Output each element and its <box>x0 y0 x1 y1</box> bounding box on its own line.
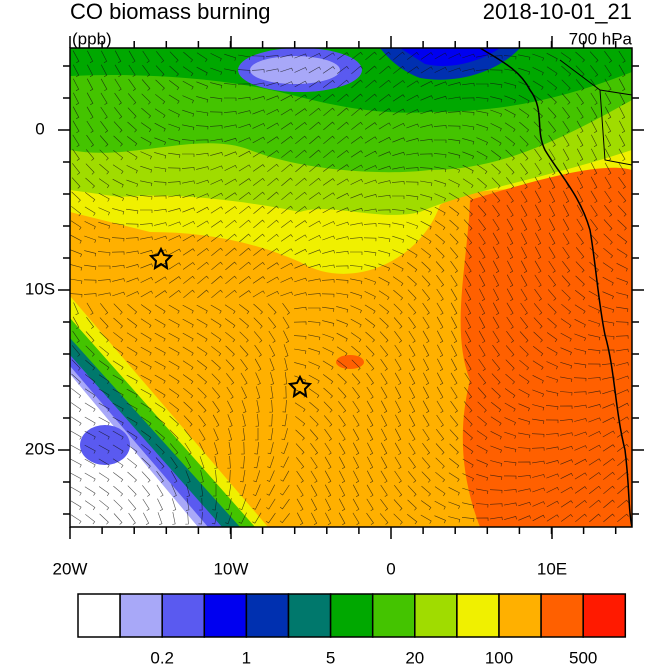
units: (ppb) <box>72 29 112 48</box>
tick-marks <box>58 36 644 539</box>
lon-label: 10W <box>214 559 249 578</box>
colorbar-box <box>161 593 206 638</box>
field-region <box>336 355 364 369</box>
coastline <box>479 48 632 527</box>
colorbar-box <box>77 593 121 638</box>
title: CO biomass burning <box>70 0 271 24</box>
level: 700 hPa <box>569 29 633 48</box>
barb-lines <box>70 50 629 525</box>
lon-label: 20W <box>53 559 88 578</box>
colorbar-box <box>456 593 500 638</box>
wind-barbs <box>70 50 629 525</box>
field-region <box>400 48 500 67</box>
lat-label: 20S <box>25 439 55 458</box>
datetime: 2018-10-01_21 <box>483 0 632 24</box>
field-region <box>250 56 340 84</box>
colorbar-box <box>287 593 332 638</box>
colorbar-box <box>245 593 290 638</box>
site-marker <box>287 374 313 399</box>
lat-label: 10S <box>25 279 55 298</box>
co-field <box>70 48 632 527</box>
colorbar-box <box>329 593 374 638</box>
colorbar-label: 20 <box>405 648 424 667</box>
colorbar-label: 1 <box>242 648 251 667</box>
lon-label: 0 <box>386 559 395 578</box>
colorbar-box <box>203 593 248 638</box>
colorbar-label: 0.2 <box>150 648 174 667</box>
site-marker <box>148 246 174 271</box>
colorbar-box <box>414 593 458 638</box>
colorbar-box <box>371 593 416 638</box>
field-region <box>460 167 632 527</box>
colorbar-box <box>582 593 627 638</box>
colorbar-box <box>119 593 163 638</box>
axis-ticks <box>58 36 644 539</box>
colorbar-box <box>498 593 542 638</box>
border <box>559 59 632 166</box>
colorbar-label: 100 <box>485 648 513 667</box>
colorbar-box <box>540 593 584 638</box>
colorbar: 0.2 1 5 20 100 500 <box>77 593 627 667</box>
colorbar-label: 500 <box>569 648 597 667</box>
colorbar-label: 5 <box>326 648 335 667</box>
field-region <box>80 425 130 465</box>
plot-frame <box>69 47 633 528</box>
lat-label: 0 <box>35 119 44 138</box>
lon-label: 10E <box>537 559 567 578</box>
